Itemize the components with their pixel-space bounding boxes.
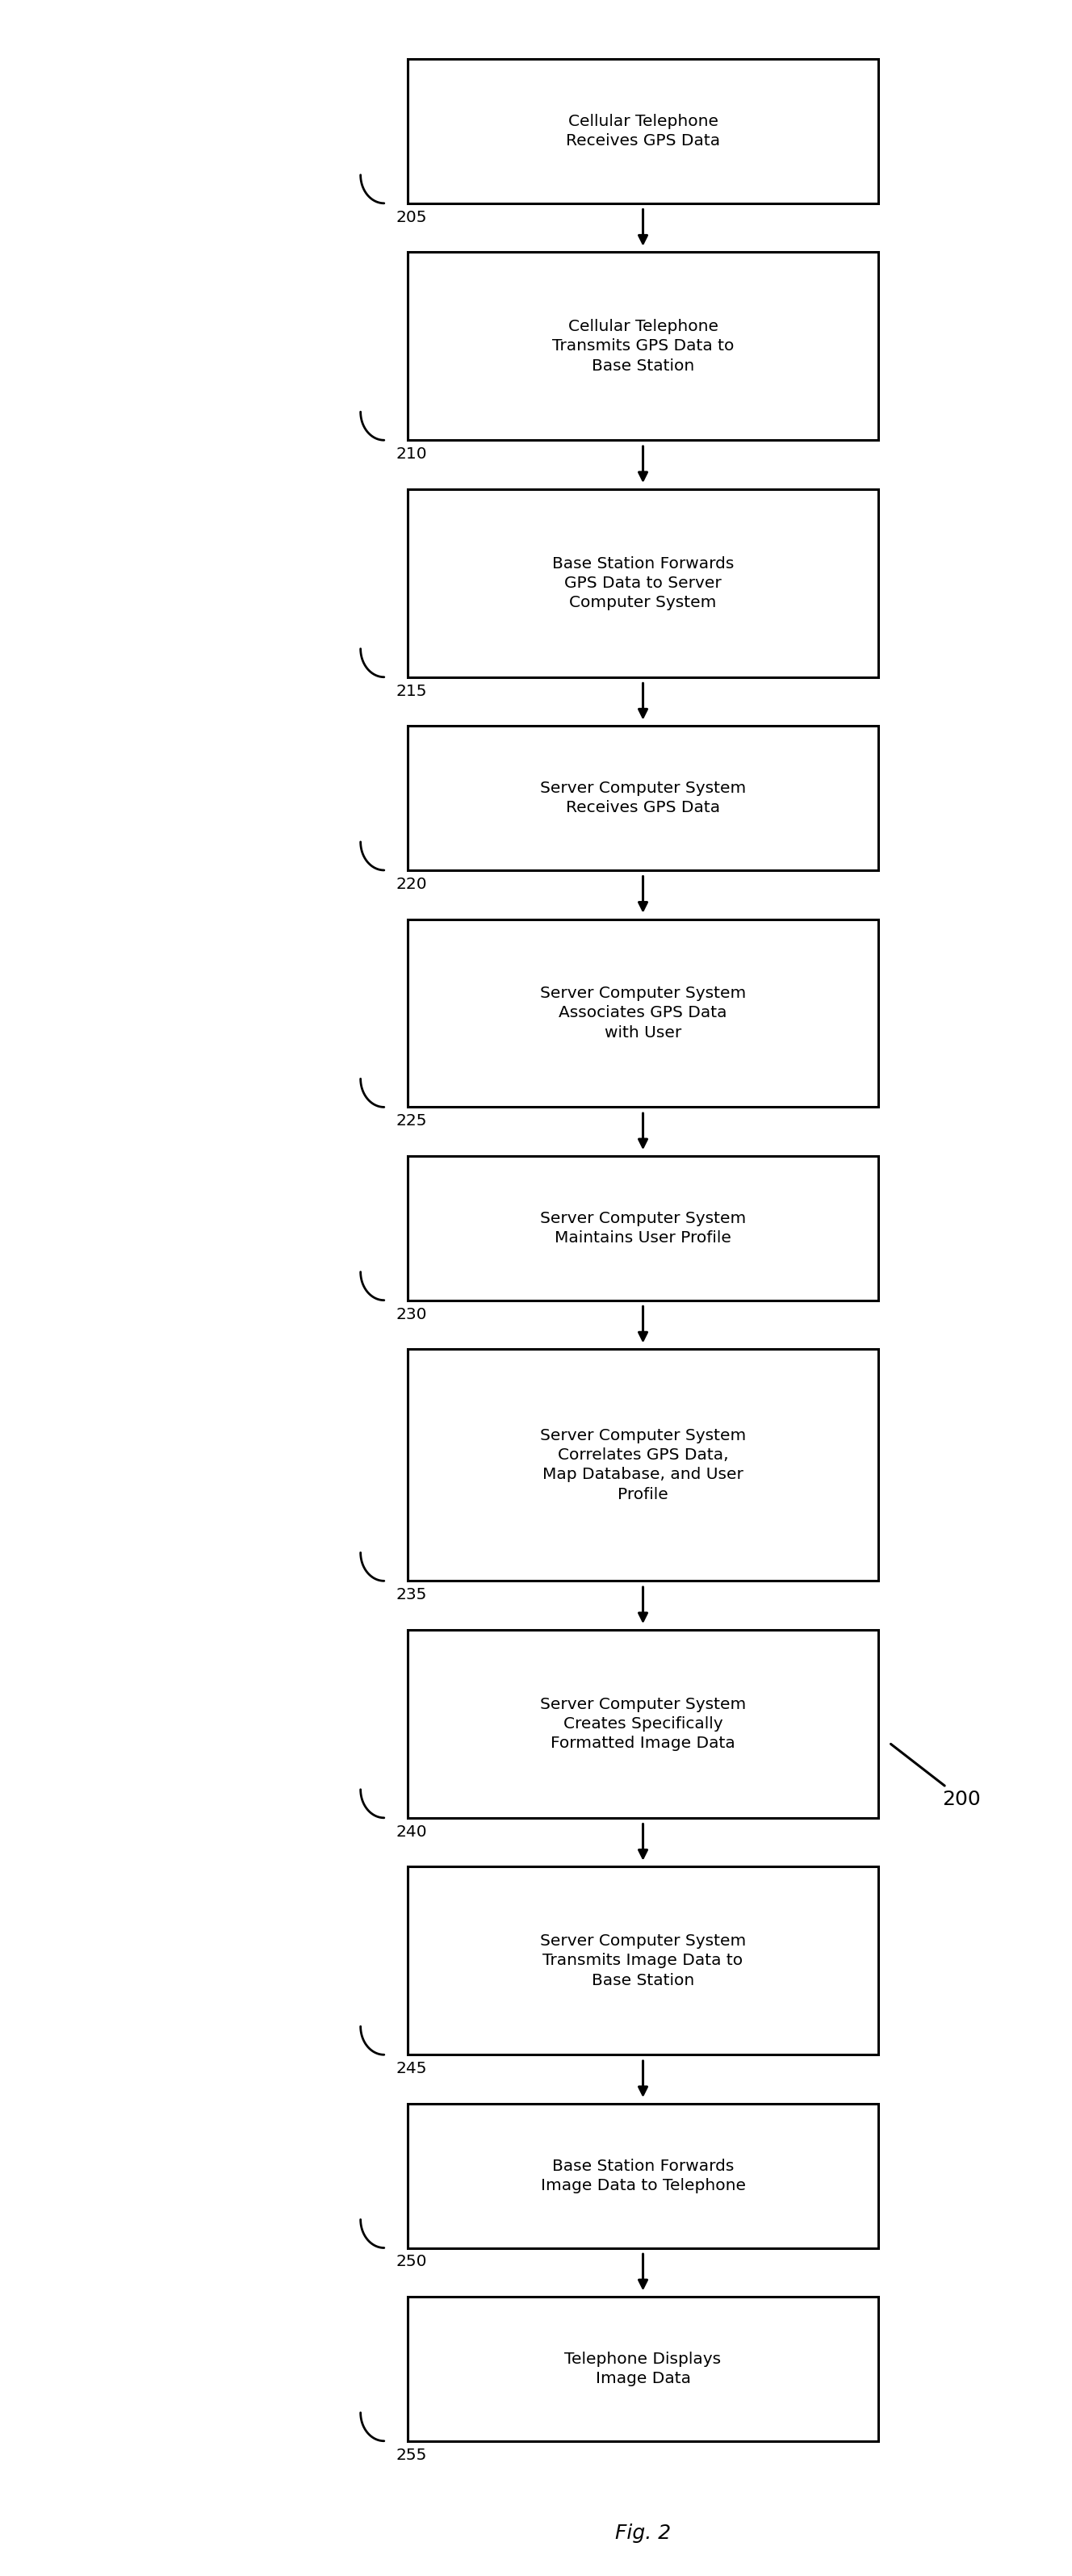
Text: 255: 255 <box>396 2447 427 2463</box>
Text: 240: 240 <box>396 1824 427 1839</box>
Text: 205: 205 <box>396 209 427 224</box>
FancyBboxPatch shape <box>407 1868 878 2056</box>
Text: Base Station Forwards
Image Data to Telephone: Base Station Forwards Image Data to Tele… <box>540 2159 745 2192</box>
Text: 230: 230 <box>396 1306 427 1321</box>
Text: Server Computer System
Associates GPS Data
with User: Server Computer System Associates GPS Da… <box>540 987 746 1041</box>
FancyBboxPatch shape <box>407 2105 878 2249</box>
FancyBboxPatch shape <box>407 1631 878 1819</box>
Text: 250: 250 <box>396 2254 427 2269</box>
Text: 225: 225 <box>396 1113 427 1128</box>
Text: Cellular Telephone
Receives GPS Data: Cellular Telephone Receives GPS Data <box>566 113 720 149</box>
FancyBboxPatch shape <box>407 489 878 677</box>
FancyBboxPatch shape <box>407 1157 878 1301</box>
Text: Server Computer System
Creates Specifically
Formatted Image Data: Server Computer System Creates Specifica… <box>540 1698 746 1752</box>
FancyBboxPatch shape <box>407 726 878 871</box>
Text: Server Computer System
Transmits Image Data to
Base Station: Server Computer System Transmits Image D… <box>540 1935 746 1989</box>
Text: 220: 220 <box>396 876 427 891</box>
Text: 210: 210 <box>396 446 427 461</box>
Text: 200: 200 <box>891 1744 981 1808</box>
Text: Telephone Displays
Image Data: Telephone Displays Image Data <box>565 2352 721 2385</box>
FancyBboxPatch shape <box>407 1350 878 1582</box>
Text: Cellular Telephone
Transmits GPS Data to
Base Station: Cellular Telephone Transmits GPS Data to… <box>552 319 734 374</box>
FancyBboxPatch shape <box>407 2298 878 2442</box>
FancyBboxPatch shape <box>407 920 878 1108</box>
Text: 235: 235 <box>396 1587 427 1602</box>
Text: Server Computer System
Maintains User Profile: Server Computer System Maintains User Pr… <box>540 1211 746 1247</box>
Text: 245: 245 <box>396 2061 427 2076</box>
Text: Base Station Forwards
GPS Data to Server
Computer System: Base Station Forwards GPS Data to Server… <box>552 556 734 611</box>
Text: Server Computer System
Receives GPS Data: Server Computer System Receives GPS Data <box>540 781 746 817</box>
FancyBboxPatch shape <box>407 59 878 204</box>
Text: Fig. 2: Fig. 2 <box>615 2524 671 2543</box>
Text: Server Computer System
Correlates GPS Data,
Map Database, and User
Profile: Server Computer System Correlates GPS Da… <box>540 1427 746 1502</box>
FancyBboxPatch shape <box>407 252 878 440</box>
Text: 215: 215 <box>396 683 427 698</box>
